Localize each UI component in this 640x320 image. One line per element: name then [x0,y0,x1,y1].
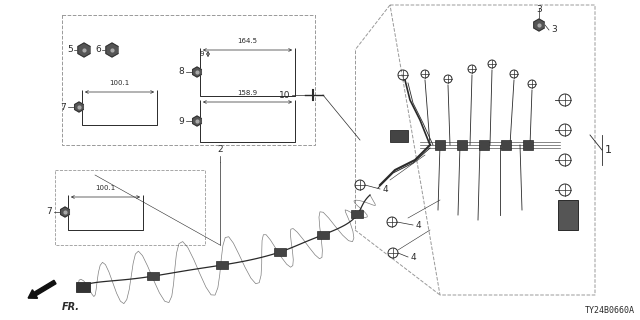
Bar [479,140,489,150]
Polygon shape [534,19,544,31]
Text: 5: 5 [67,45,73,54]
Bar [317,231,329,239]
Text: 6: 6 [95,45,101,54]
Text: TY24B0660A: TY24B0660A [585,306,635,315]
Text: 7: 7 [46,207,52,217]
Text: 3: 3 [536,5,542,14]
Bar [523,140,533,150]
Text: FR.: FR. [62,302,80,312]
Bar [457,140,467,150]
Polygon shape [193,67,202,77]
Bar [351,210,364,218]
FancyArrow shape [28,280,56,298]
Polygon shape [75,102,83,112]
Bar [55,170,205,245]
Text: 10: 10 [278,91,290,100]
Text: 4: 4 [383,185,388,194]
Text: 1: 1 [605,145,612,155]
Text: 100.1: 100.1 [109,80,130,86]
Polygon shape [106,43,118,57]
Text: 100.1: 100.1 [95,185,116,191]
Polygon shape [61,207,69,217]
Text: 2: 2 [217,145,223,154]
Bar [216,261,228,269]
Bar [147,272,159,280]
Text: 3: 3 [551,26,557,35]
Text: 4: 4 [411,252,417,261]
Bar [390,130,408,142]
Bar [558,200,578,230]
Bar [274,248,285,256]
Polygon shape [193,116,202,126]
Text: 4: 4 [416,220,422,229]
Text: 158.9: 158.9 [237,90,257,96]
Text: 8: 8 [179,68,184,76]
Bar [501,140,511,150]
Bar [62,15,315,145]
Polygon shape [78,43,90,57]
Bar [76,282,90,292]
Text: 9: 9 [179,116,184,125]
Text: 9: 9 [200,51,204,57]
Text: 164.5: 164.5 [237,38,257,44]
Text: 7: 7 [60,102,66,111]
Bar [435,140,445,150]
